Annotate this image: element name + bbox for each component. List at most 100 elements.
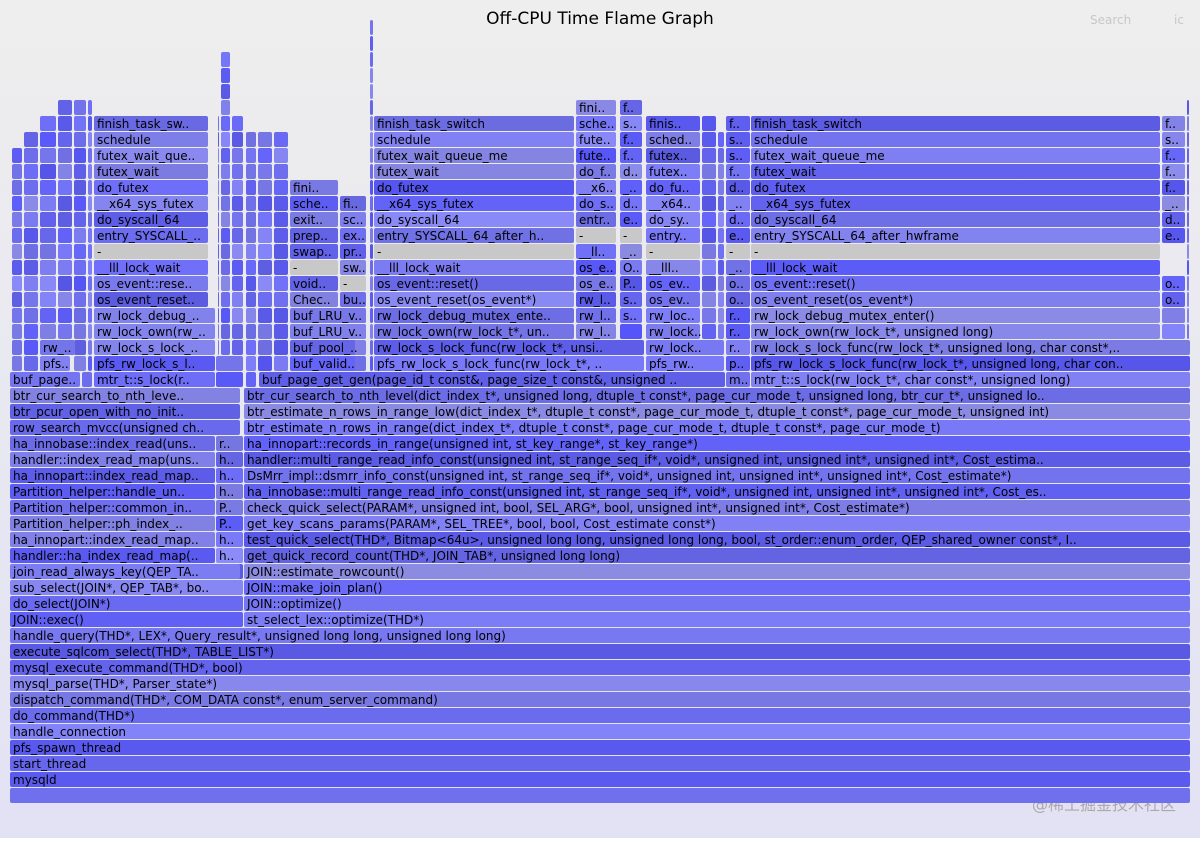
frame[interactable]: [576, 100, 616, 115]
frame[interactable]: [232, 260, 243, 275]
frame[interactable]: [24, 164, 38, 179]
frame[interactable]: [751, 148, 1160, 163]
frame[interactable]: [370, 244, 373, 259]
frame[interactable]: [10, 548, 215, 563]
frame[interactable]: [10, 724, 1190, 739]
frame[interactable]: [216, 452, 243, 467]
frame[interactable]: [40, 324, 56, 339]
frame[interactable]: [726, 196, 750, 211]
frame[interactable]: [702, 260, 716, 275]
frame[interactable]: [74, 132, 86, 147]
frame[interactable]: [88, 148, 92, 163]
frame[interactable]: [751, 260, 1160, 275]
frame[interactable]: [374, 308, 574, 323]
frame[interactable]: [40, 212, 56, 227]
frame[interactable]: [726, 228, 750, 243]
frame[interactable]: [702, 212, 716, 227]
frame[interactable]: [74, 164, 86, 179]
frame[interactable]: [370, 260, 373, 275]
frame[interactable]: [290, 228, 338, 243]
frame[interactable]: [1162, 228, 1185, 243]
frame[interactable]: [74, 244, 86, 259]
frame[interactable]: [74, 180, 86, 195]
frame[interactable]: [218, 196, 219, 211]
frame[interactable]: [290, 260, 338, 275]
frame[interactable]: [374, 212, 574, 227]
search-button[interactable]: Search: [1090, 13, 1131, 27]
frame[interactable]: [40, 116, 56, 131]
frame[interactable]: [218, 276, 219, 291]
frame[interactable]: [702, 244, 716, 259]
frame[interactable]: [340, 196, 366, 211]
frame[interactable]: [24, 212, 38, 227]
frame[interactable]: [702, 308, 716, 323]
frame[interactable]: [88, 244, 92, 259]
frame[interactable]: [94, 276, 208, 291]
frame[interactable]: [58, 196, 72, 211]
frame[interactable]: [218, 212, 219, 227]
frame[interactable]: [274, 228, 288, 243]
frame[interactable]: [374, 324, 574, 339]
frame[interactable]: [258, 212, 272, 227]
frame[interactable]: [374, 340, 644, 355]
frame[interactable]: [221, 52, 230, 67]
frame[interactable]: [370, 84, 373, 99]
frame[interactable]: [12, 340, 22, 355]
frame[interactable]: [258, 244, 272, 259]
frame[interactable]: [246, 164, 256, 179]
frame[interactable]: [232, 308, 243, 323]
frame[interactable]: [646, 212, 700, 227]
frame[interactable]: [646, 180, 700, 195]
frame[interactable]: [1187, 212, 1189, 227]
frame[interactable]: [646, 148, 700, 163]
frame[interactable]: [10, 420, 240, 435]
frame[interactable]: [244, 548, 1190, 563]
frame[interactable]: [218, 292, 219, 307]
frame[interactable]: [726, 132, 750, 147]
frame[interactable]: [620, 148, 642, 163]
frame[interactable]: [726, 372, 750, 387]
frame[interactable]: [221, 196, 230, 211]
frame[interactable]: [221, 132, 230, 147]
frame[interactable]: [576, 292, 616, 307]
frame[interactable]: [24, 356, 38, 371]
frame[interactable]: [216, 356, 243, 371]
frame[interactable]: [24, 180, 38, 195]
frame[interactable]: [58, 292, 72, 307]
frame[interactable]: [726, 260, 750, 275]
frame[interactable]: [576, 276, 616, 291]
frame[interactable]: [10, 564, 240, 579]
frame[interactable]: [726, 340, 750, 355]
frame[interactable]: [370, 148, 373, 163]
frame[interactable]: [620, 244, 642, 259]
frame[interactable]: [74, 324, 86, 339]
frame[interactable]: [232, 340, 243, 355]
frame[interactable]: [74, 340, 86, 355]
frame[interactable]: [10, 532, 215, 547]
frame[interactable]: [702, 116, 716, 131]
frame[interactable]: [94, 372, 215, 387]
frame[interactable]: [726, 356, 750, 371]
frame[interactable]: [718, 292, 724, 307]
frame[interactable]: [94, 308, 215, 323]
frame[interactable]: [290, 324, 366, 339]
frame[interactable]: [94, 228, 208, 243]
frame[interactable]: [232, 276, 243, 291]
frame[interactable]: [216, 516, 243, 531]
frame[interactable]: [620, 324, 642, 339]
frame[interactable]: [274, 164, 288, 179]
frame[interactable]: [244, 420, 1190, 435]
frame[interactable]: [751, 212, 1160, 227]
frame[interactable]: [88, 164, 92, 179]
frame[interactable]: [88, 212, 92, 227]
frame[interactable]: [576, 180, 616, 195]
frame[interactable]: [40, 196, 56, 211]
frame[interactable]: [10, 500, 215, 515]
frame[interactable]: [751, 372, 1190, 387]
frame[interactable]: [24, 132, 38, 147]
frame[interactable]: [246, 148, 256, 163]
frame[interactable]: [10, 756, 1190, 771]
frame[interactable]: [244, 452, 1190, 467]
frame[interactable]: [374, 292, 574, 307]
frame[interactable]: [74, 196, 86, 211]
